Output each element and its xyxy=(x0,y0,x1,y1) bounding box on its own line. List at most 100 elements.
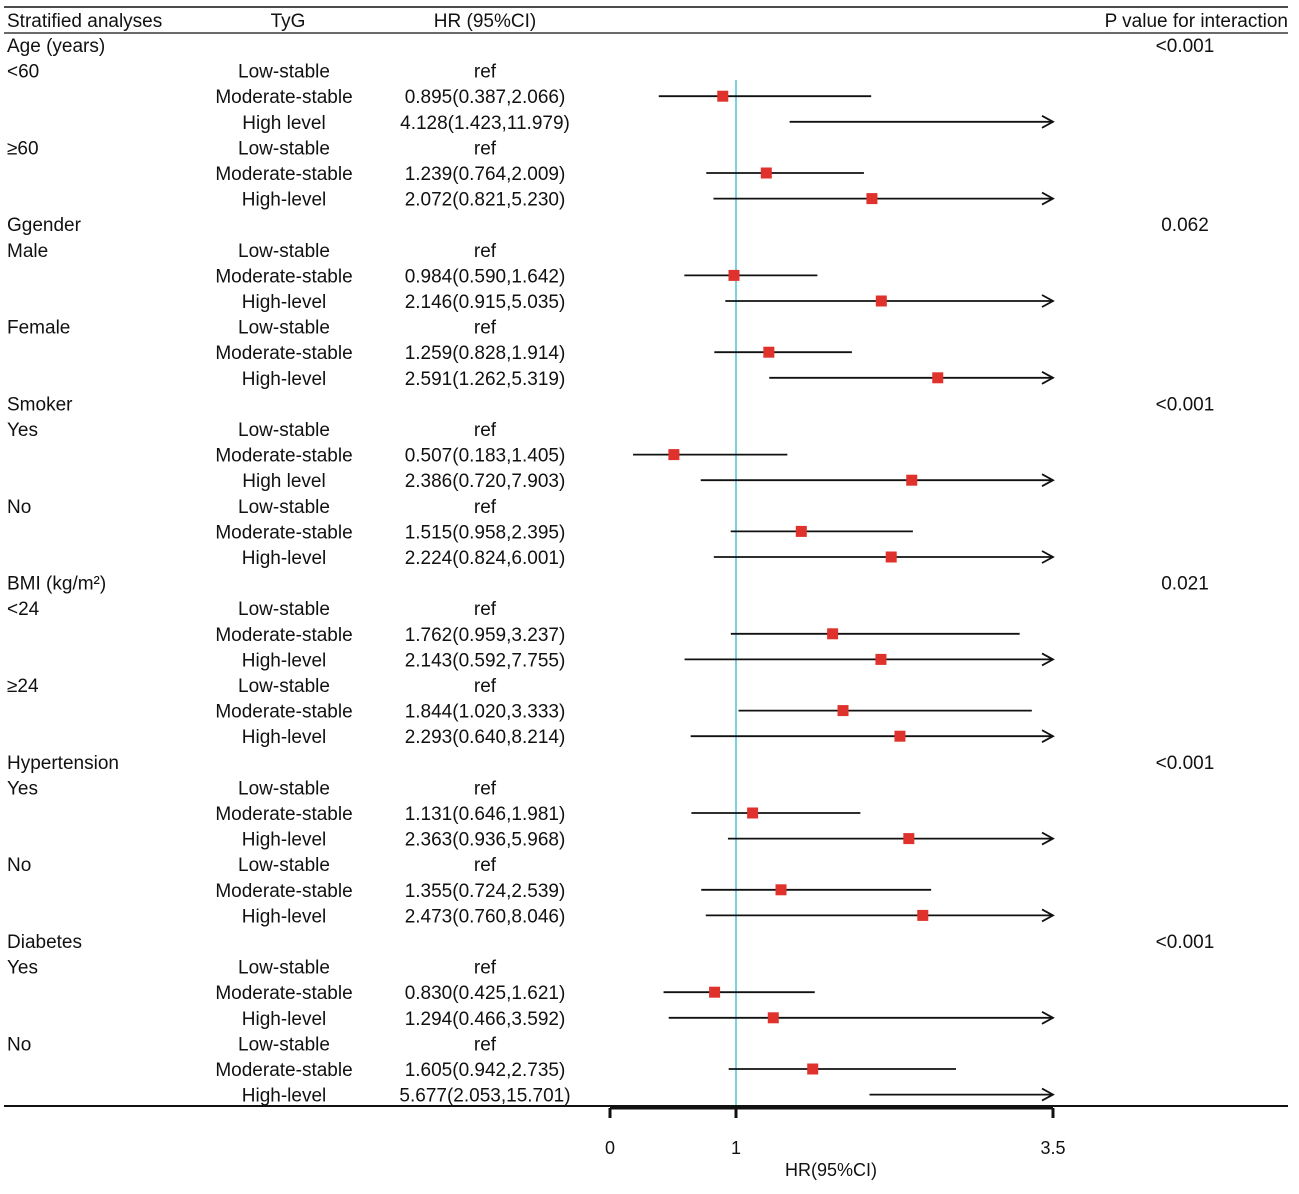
ci-arrow xyxy=(1041,294,1055,308)
hr-ci-text: 1.515(0.958,2.395) xyxy=(405,522,566,543)
p-interaction: <0.001 xyxy=(1156,753,1215,774)
tyg-level: High-level xyxy=(242,369,326,390)
tyg-level: Moderate-stable xyxy=(215,625,352,646)
axis-tick-label: 1 xyxy=(731,1138,741,1158)
hr-ci-text: ref xyxy=(474,778,497,799)
hr-point xyxy=(795,525,807,537)
tyg-level: High-level xyxy=(242,190,326,211)
ci-arrow xyxy=(1041,115,1055,129)
tyg-level: Low-stable xyxy=(238,599,330,620)
tyg-level: Moderate-stable xyxy=(215,343,352,364)
hr-ci-text: 0.984(0.590,1.642) xyxy=(405,266,566,287)
header-p: P value for interaction xyxy=(1105,11,1288,32)
ci-arrow xyxy=(1041,908,1055,923)
tyg-level: Low-stable xyxy=(238,318,330,339)
hr-point xyxy=(875,653,887,665)
tyg-level: High-level xyxy=(242,650,326,671)
ci-arrow xyxy=(1041,550,1055,564)
hr-ci-text: 1.294(0.466,3.592) xyxy=(405,1009,566,1030)
tyg-level: Moderate-stable xyxy=(215,983,352,1004)
hr-point xyxy=(932,372,944,384)
axis-tick-label: 0 xyxy=(605,1138,615,1158)
hr-ci-text: 2.386(0.720,7.903) xyxy=(405,471,566,492)
hr-ci-text: 1.844(1.020,3.333) xyxy=(405,702,566,723)
x-axis-label: HR(95%CI) xyxy=(785,1160,877,1180)
hr-point xyxy=(728,269,740,281)
tyg-level: Low-stable xyxy=(238,958,330,979)
hr-point xyxy=(906,474,918,486)
group-label: Age (years) xyxy=(7,36,105,57)
hr-ci-text: 2.143(0.592,7.755) xyxy=(405,650,566,671)
header-hr: HR (95%CI) xyxy=(434,11,536,32)
tyg-level: Low-stable xyxy=(238,676,330,697)
tyg-level: Moderate-stable xyxy=(215,87,352,108)
hr-point xyxy=(885,551,897,563)
tyg-level: Moderate-stable xyxy=(215,266,352,287)
tyg-level: Low-stable xyxy=(238,1034,330,1055)
hr-point xyxy=(775,884,787,896)
header-stratified: Stratified analyses xyxy=(7,11,162,32)
ci-arrow xyxy=(1041,473,1055,487)
tyg-level: Low-stable xyxy=(238,138,330,159)
tyg-level: Low-stable xyxy=(238,241,330,262)
p-interaction: 0.062 xyxy=(1161,215,1209,236)
subgroup-label: No xyxy=(7,497,31,518)
tyg-level: High-level xyxy=(242,830,326,851)
rows-layer: Age (years) <0.001 <60 Low-stable ref Moderat… xyxy=(7,36,1214,1107)
hr-ci-text: 2.224(0.824,6.001) xyxy=(405,548,566,569)
hr-ci-text: ref xyxy=(474,1034,497,1055)
ci-arrow xyxy=(1041,652,1055,667)
hr-ci-text: ref xyxy=(474,855,497,876)
ci-arrow xyxy=(1041,371,1055,385)
ci-arrow xyxy=(1041,729,1055,743)
group-label: Hypertension xyxy=(7,753,119,774)
ci-arrow xyxy=(1041,1011,1055,1025)
tyg-level: Moderate-stable xyxy=(215,522,352,543)
hr-ci-text: ref xyxy=(474,958,497,979)
p-interaction: 0.021 xyxy=(1161,574,1209,595)
subgroup-label: <24 xyxy=(7,599,40,620)
hr-ci-text: ref xyxy=(474,241,497,262)
ci-arrow xyxy=(1041,1087,1055,1102)
tyg-level: High-level xyxy=(242,1009,326,1030)
hr-point xyxy=(760,167,772,179)
tyg-level: High-level xyxy=(242,548,326,569)
tyg-level: High-level xyxy=(242,727,326,748)
tyg-level: Low-stable xyxy=(238,497,330,518)
hr-point xyxy=(837,705,849,717)
hr-ci-text: 1.259(0.828,1.914) xyxy=(405,343,566,364)
hr-ci-text: 1.762(0.959,3.237) xyxy=(405,625,566,646)
hr-ci-text: 0.507(0.183,1.405) xyxy=(405,446,566,467)
subgroup-label: Male xyxy=(7,241,48,262)
tyg-level: Low-stable xyxy=(238,62,330,83)
tyg-level: High level xyxy=(242,471,325,492)
hr-ci-text: 2.473(0.760,8.046) xyxy=(405,906,566,927)
tyg-level: Low-stable xyxy=(238,855,330,876)
group-label: Diabetes xyxy=(7,932,82,953)
subgroup-label: Yes xyxy=(7,420,38,441)
x-axis: 0 1 3.5 xyxy=(605,1106,1066,1158)
p-interaction: <0.001 xyxy=(1156,932,1215,953)
p-interaction: <0.001 xyxy=(1156,36,1215,57)
hr-point xyxy=(807,1063,819,1075)
hr-ci-text: 2.072(0.821,5.230) xyxy=(405,190,566,211)
tyg-level: Low-stable xyxy=(238,778,330,799)
ci-arrow xyxy=(1041,191,1055,206)
subgroup-label: Yes xyxy=(7,778,38,799)
hr-ci-text: 5.677(2.053,15.701) xyxy=(399,1086,570,1107)
hr-ci-text: ref xyxy=(474,62,497,83)
hr-point xyxy=(903,833,915,845)
subgroup-label: Female xyxy=(7,318,70,339)
subgroup-label: <60 xyxy=(7,62,39,83)
tyg-level: High-level xyxy=(242,906,326,927)
hr-point xyxy=(709,986,721,998)
subgroup-label: ≥24 xyxy=(7,676,39,697)
hr-ci-text: ref xyxy=(474,318,497,339)
tyg-level: High-level xyxy=(242,292,326,313)
hr-point xyxy=(866,193,878,205)
hr-point xyxy=(767,1012,779,1024)
hr-point xyxy=(894,730,906,742)
hr-ci-text: 2.363(0.936,5.968) xyxy=(405,830,566,851)
hr-point xyxy=(917,909,929,921)
